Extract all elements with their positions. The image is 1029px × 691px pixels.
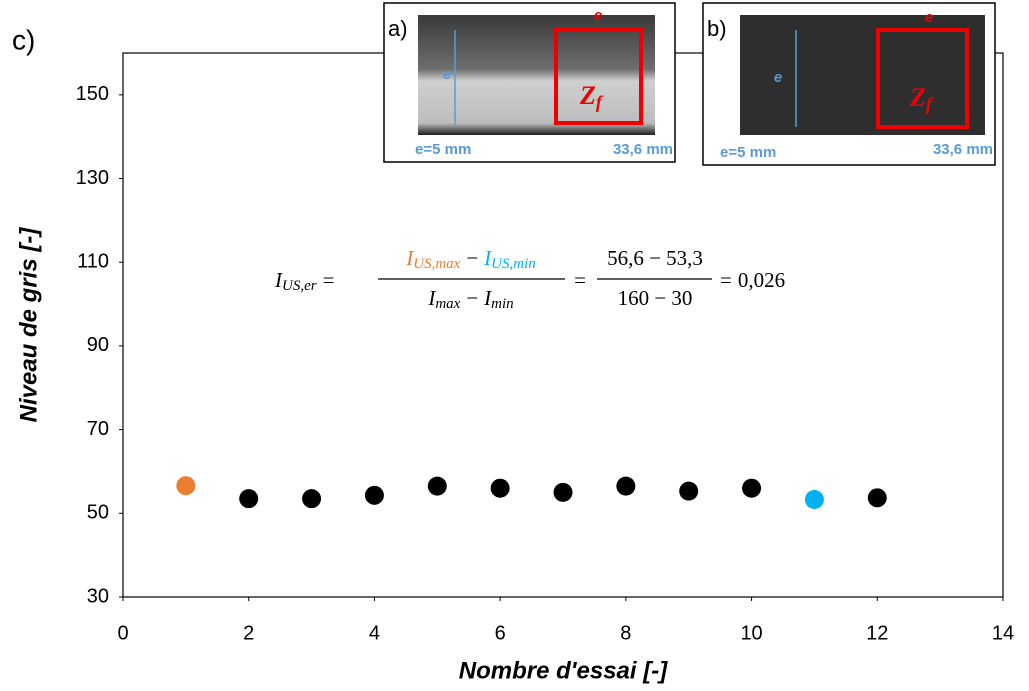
arrow-label: e <box>774 69 782 86</box>
inset-image <box>418 15 655 135</box>
equals: = <box>323 268 335 292</box>
zone-label: Zf <box>579 81 604 112</box>
data-layer: 30 50 70 90 110 130 150 0 2 4 6 8 10 12 14 <box>76 83 1015 644</box>
zone-box <box>876 28 969 129</box>
zone-width-label: e <box>925 9 933 26</box>
data-point <box>804 489 824 509</box>
y-tick-label: 30 <box>87 585 109 607</box>
subscript: f <box>596 92 604 112</box>
x-tick-label: 4 <box>369 622 380 644</box>
y-tick-label: 110 <box>77 251 109 273</box>
zone-width-label: e <box>594 7 602 24</box>
y-axis-title: Niveau de gris [-] <box>15 227 42 423</box>
data-point <box>742 478 762 498</box>
thickness-label: e=5 mm <box>415 141 471 158</box>
denominator: 160 − 30 <box>618 286 693 310</box>
data-point <box>239 489 259 509</box>
data-point <box>427 476 447 496</box>
minus: − <box>466 246 478 270</box>
data-point <box>490 478 510 498</box>
data-point <box>867 488 887 508</box>
result: = 0,026 <box>720 268 785 292</box>
subscript: f <box>926 94 934 114</box>
formula-lhs: IUS,er = <box>274 268 334 295</box>
numerator: IUS,max − IUS,min <box>405 246 536 273</box>
symbol: Z <box>909 83 926 112</box>
subscript: min <box>491 296 514 312</box>
y-tick-label: 130 <box>76 167 109 189</box>
data-point <box>302 489 322 509</box>
subscript: US,min <box>491 256 536 272</box>
y-tick-label: 90 <box>87 334 109 356</box>
x-axis-title: Nombre d'essai [-] <box>459 657 668 684</box>
arrow-label: e <box>443 66 451 83</box>
x-tick-label: 6 <box>495 622 506 644</box>
inset-a: a) e e Zf e=5 mm 33,6 mm <box>383 2 676 163</box>
x-tick-label: 8 <box>620 622 631 644</box>
length-label: 33,6 mm <box>933 141 993 158</box>
x-tick-label: 10 <box>740 622 762 644</box>
data-point <box>679 481 699 501</box>
length-label: 33,6 mm <box>613 141 673 158</box>
y-tick-label: 150 <box>76 83 109 105</box>
symbol: Z <box>579 81 596 110</box>
inset-label: a) <box>388 16 408 41</box>
x-tick-label: 12 <box>866 622 888 644</box>
zone-label: Zf <box>909 83 934 114</box>
inset-label: b) <box>707 16 727 41</box>
x-tick-label: 14 <box>992 622 1014 644</box>
subscript: max <box>435 296 460 312</box>
minus: − <box>466 286 478 310</box>
numerator: 56,6 − 53,3 <box>607 246 703 270</box>
equals: = <box>720 268 732 292</box>
y-tick-label: 50 <box>87 502 109 524</box>
inset-image <box>740 15 985 135</box>
zone-box <box>554 28 643 125</box>
panel-label: c) <box>12 24 35 55</box>
symbol: I <box>483 246 492 270</box>
symbol: I <box>274 268 283 292</box>
symbol: I <box>405 246 414 270</box>
inset-b: b) e e Zf e=5 mm 33,6 mm <box>702 2 996 166</box>
x-tick-label: 2 <box>243 622 254 644</box>
symbol: I <box>483 286 492 310</box>
data-point <box>553 482 573 502</box>
formula: IUS,er = IUS,max − IUS,min Imax − Imin = 56,6… <box>274 246 785 313</box>
data-point <box>364 485 384 505</box>
value: 0,026 <box>738 268 785 292</box>
x-tick-label: 0 <box>117 622 128 644</box>
symbol: I <box>427 286 436 310</box>
denominator: Imax − Imin <box>427 286 513 313</box>
subscript: US,er <box>282 278 317 294</box>
data-point <box>176 476 196 496</box>
y-tick-label: 70 <box>87 418 109 440</box>
equals: = <box>574 268 586 292</box>
subscript: US,max <box>413 256 460 272</box>
thickness-label: e=5 mm <box>720 144 776 161</box>
data-point <box>616 476 636 496</box>
